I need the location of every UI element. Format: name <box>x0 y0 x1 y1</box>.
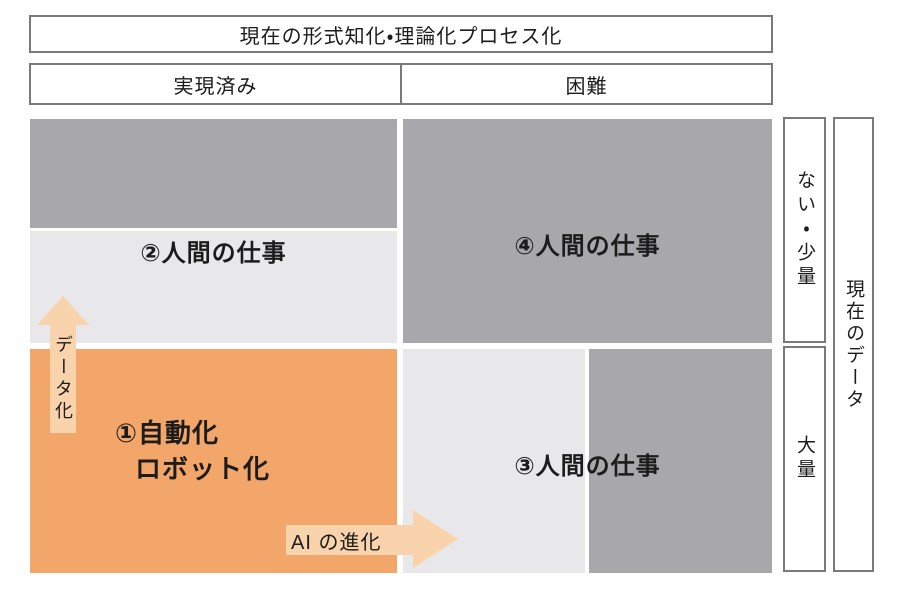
quadrant4-label: ④人間の仕事 <box>514 233 661 260</box>
quadrant1-label-line1: ①自動化 <box>115 418 220 448</box>
subheader-difficult-label: 困難 <box>565 75 608 98</box>
header-title: 現在の形式知化・理論化プロセス化 <box>239 25 563 48</box>
quadrant3-dark-region <box>589 349 772 573</box>
subheader-realized-label: 実現済み <box>173 75 258 98</box>
axis-current-data-label: 現在のデータ <box>843 278 864 411</box>
subheader-cell-realized: 実現済み <box>31 65 402 103</box>
axis-box-large: 大量 <box>783 346 826 572</box>
axis-none-small-label: ない・少量 <box>794 170 815 290</box>
right-arrow-shaft: AI の進化 <box>286 525 413 555</box>
quadrant4-region <box>403 119 772 343</box>
subheader-cell-difficult: 困難 <box>402 65 771 103</box>
axis-box-current-data: 現在のデータ <box>833 117 874 572</box>
subheader-box: 実現済み 困難 <box>29 63 773 105</box>
up-arrow-label: データ化 <box>53 335 73 423</box>
axis-large-label: 大量 <box>794 435 815 483</box>
up-arrow-icon <box>37 296 89 325</box>
quadrant1-label-line2: ロボット化 <box>135 454 271 484</box>
axis-box-none-small: ない・少量 <box>783 117 826 343</box>
right-arrow-label: AI の進化 <box>291 531 382 554</box>
right-arrow-icon <box>413 510 458 568</box>
quadrant1-label: ①自動化 ロボット化 <box>115 415 270 487</box>
header-title-box: 現在の形式知化・理論化プロセス化 <box>29 15 773 53</box>
quadrant2-label: ②人間の仕事 <box>140 240 287 267</box>
quadrant3-label: ③人間の仕事 <box>514 453 661 480</box>
quadrant2-dark-region <box>30 119 397 228</box>
up-arrow-shaft: データ化 <box>50 325 76 433</box>
quadrant2-light-region <box>30 231 397 343</box>
